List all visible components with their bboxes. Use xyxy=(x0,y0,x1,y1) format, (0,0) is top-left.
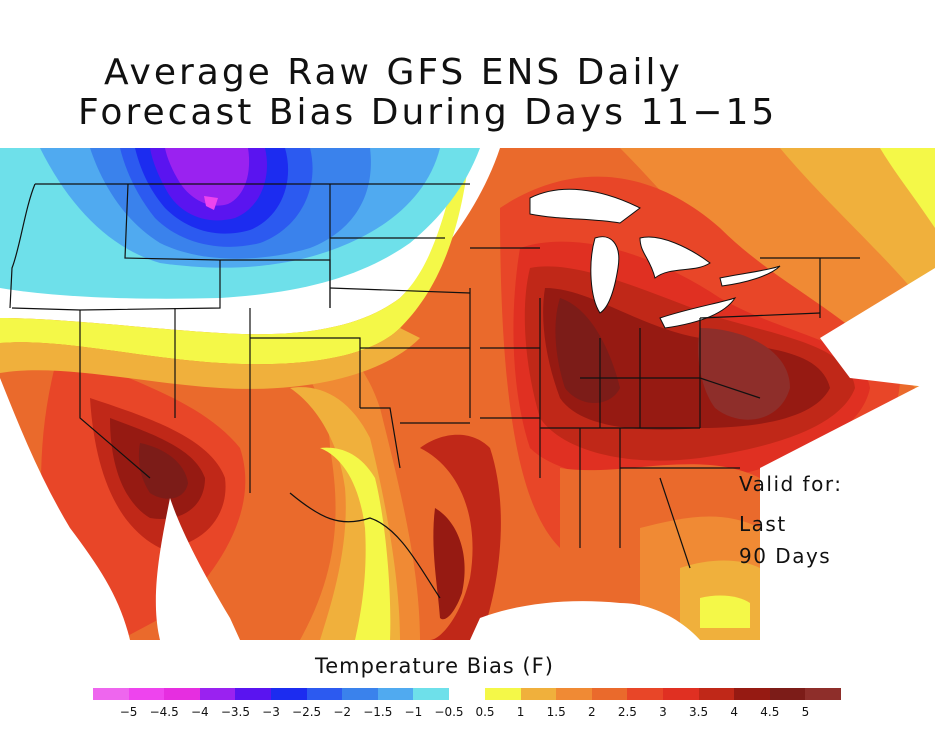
colorbar-swatch-negative-3 xyxy=(199,688,236,700)
colorbar-tick-negative-8: −1 xyxy=(404,705,423,719)
colorbar-swatch-negative-9 xyxy=(413,688,450,700)
colorbar-swatch-negative-5 xyxy=(271,688,308,700)
colorbar-swatch-negative-1 xyxy=(128,688,165,700)
colorbar-swatch-positive-8 xyxy=(769,688,806,700)
valid-period-line-1: Last xyxy=(739,512,787,536)
colorbar-tick-negative-4: −3 xyxy=(262,705,280,719)
colorbar-swatch-positive-5 xyxy=(663,688,700,700)
colorbar-tick-negative-6: −2 xyxy=(333,705,352,719)
colorbar-tick-positive-3: 2 xyxy=(587,705,596,719)
colorbar-swatch-negative-0 xyxy=(93,688,130,700)
colorbar-tick-positive-9: 5 xyxy=(801,705,810,719)
colorbar-swatch-negative-2 xyxy=(164,688,201,700)
colorbar-tick-positive-8: 4.5 xyxy=(760,705,780,719)
colorbar xyxy=(93,688,843,700)
colorbar-swatch-negative-7 xyxy=(342,688,379,700)
colorbar-tick-negative-5: −2.5 xyxy=(292,705,322,719)
colorbar-tick-negative-7: −1.5 xyxy=(363,705,393,719)
colorbar-tick-negative-9: −0.5 xyxy=(434,705,464,719)
state-boundaries xyxy=(9,183,860,599)
colorbar-swatch-positive-1 xyxy=(520,688,557,700)
valid-period-line-2: 90 Days xyxy=(739,544,832,568)
chart-title-line-1: Average Raw GFS ENS Daily xyxy=(104,52,683,93)
colorbar-swatch-positive-2 xyxy=(556,688,593,700)
colorbar-tick-positive-7: 4 xyxy=(730,705,739,719)
colorbar-swatch-negative-8 xyxy=(377,688,414,700)
colorbar-swatch-positive-3 xyxy=(591,688,628,700)
valid-for-label: Valid for: xyxy=(739,472,843,496)
colorbar-swatch-positive-6 xyxy=(698,688,735,700)
colorbar-tick-negative-2: −4 xyxy=(190,705,209,719)
colorbar-tick-negative-3: −3.5 xyxy=(220,705,250,719)
colorbar-swatch-positive-7 xyxy=(734,688,771,700)
colorbar-swatch-negative-6 xyxy=(306,688,343,700)
colorbar-tick-negative-0: −5 xyxy=(119,705,138,719)
colorbar-tick-positive-0: 0.5 xyxy=(475,705,495,719)
colorbar-swatch-positive-9 xyxy=(805,688,842,700)
colorbar-tick-positive-6: 3.5 xyxy=(689,705,709,719)
chart-title-line-2: Forecast Bias During Days 11−15 xyxy=(78,92,778,133)
colorbar-tick-positive-4: 2.5 xyxy=(617,705,637,719)
colorbar-swatch-positive-0 xyxy=(485,688,522,700)
colorbar-tick-positive-1: 1 xyxy=(516,705,525,719)
colorbar-swatch-negative-4 xyxy=(235,688,272,700)
colorbar-title: Temperature Bias (F) xyxy=(315,654,554,678)
colorbar-swatch-positive-4 xyxy=(627,688,664,700)
temperature-bias-map xyxy=(0,148,935,640)
colorbar-tick-positive-5: 3 xyxy=(659,705,667,719)
colorbar-tick-positive-2: 1.5 xyxy=(546,705,566,719)
colorbar-tick-negative-1: −4.5 xyxy=(149,705,179,719)
